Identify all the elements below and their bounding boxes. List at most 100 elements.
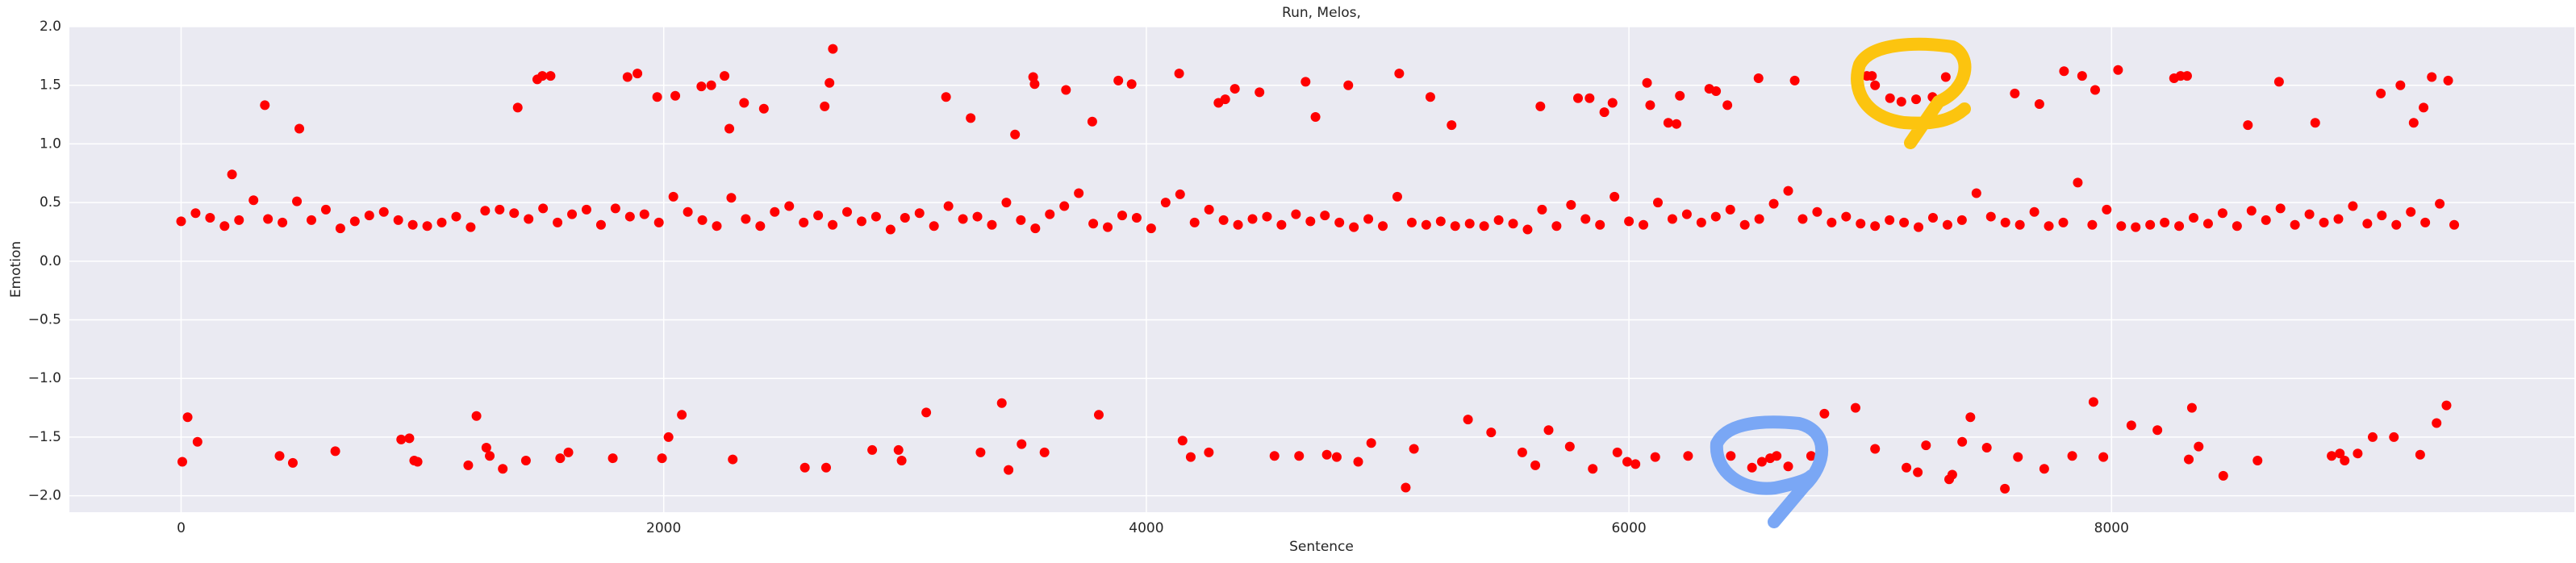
point xyxy=(900,213,910,223)
point xyxy=(966,113,976,123)
point xyxy=(512,102,523,113)
y-tick-label: −2.0 xyxy=(28,488,61,504)
point xyxy=(1726,451,1736,461)
point xyxy=(2013,452,2023,462)
point xyxy=(1639,219,1649,230)
point xyxy=(1985,211,1996,222)
point xyxy=(192,436,202,447)
point xyxy=(1486,427,1497,438)
point xyxy=(1126,79,1137,90)
point xyxy=(2098,452,2109,462)
yellow-annotation xyxy=(1851,37,1972,149)
point xyxy=(1276,219,1287,230)
point xyxy=(1117,211,1127,221)
point xyxy=(663,432,674,442)
point xyxy=(1806,451,1816,461)
point xyxy=(683,206,693,217)
point xyxy=(2261,215,2271,225)
point xyxy=(2113,65,2123,75)
point xyxy=(696,81,707,92)
point xyxy=(633,69,643,79)
point xyxy=(1409,444,1419,454)
x-tick-label: 6000 xyxy=(1611,520,1646,536)
point xyxy=(1017,439,1027,449)
point xyxy=(1001,198,1012,208)
point xyxy=(2059,66,2069,77)
y-tick-label: −0.5 xyxy=(28,312,61,328)
point xyxy=(1010,129,1021,140)
point xyxy=(2327,451,2337,461)
point xyxy=(1189,217,1200,227)
point xyxy=(404,433,415,444)
point xyxy=(1914,222,1924,232)
point xyxy=(2367,432,2378,442)
point xyxy=(1463,415,1473,425)
point xyxy=(2184,454,2194,465)
point xyxy=(2044,221,2054,231)
point xyxy=(1956,215,1967,225)
point xyxy=(653,217,664,227)
x-tick-label: 8000 xyxy=(2094,520,2129,536)
point xyxy=(1768,198,1779,209)
point xyxy=(545,71,556,81)
point xyxy=(330,446,340,457)
point xyxy=(828,219,838,230)
point xyxy=(820,462,831,473)
point xyxy=(2290,219,2300,230)
point xyxy=(1004,465,1014,475)
point xyxy=(1059,201,1070,211)
point xyxy=(622,72,633,82)
point xyxy=(485,451,495,461)
point xyxy=(2186,402,2197,413)
point xyxy=(2415,449,2425,460)
point xyxy=(2441,400,2452,411)
point xyxy=(996,398,1007,408)
point xyxy=(720,71,730,81)
point xyxy=(1710,211,1721,222)
point xyxy=(1294,451,1305,461)
point xyxy=(1564,441,1575,452)
point xyxy=(227,169,237,180)
point xyxy=(278,217,288,227)
point xyxy=(1783,461,1793,472)
point xyxy=(260,100,270,111)
point xyxy=(263,214,273,224)
point xyxy=(1131,213,1142,223)
point xyxy=(1754,214,1764,224)
x-tick-label: 0 xyxy=(177,520,186,536)
point xyxy=(2391,219,2402,230)
point xyxy=(2174,221,2185,231)
point xyxy=(1566,200,1576,211)
point xyxy=(2243,120,2253,131)
point xyxy=(1722,100,1733,111)
point xyxy=(941,92,951,102)
point xyxy=(1672,119,1682,129)
point xyxy=(466,222,476,232)
point xyxy=(1711,85,1722,96)
point xyxy=(2353,448,2363,459)
point xyxy=(728,454,738,465)
point xyxy=(1301,77,1311,87)
point xyxy=(2067,451,2077,461)
point xyxy=(1349,222,1359,232)
point xyxy=(480,206,491,216)
point xyxy=(378,206,389,217)
point xyxy=(555,453,566,464)
point xyxy=(307,215,317,225)
point xyxy=(1174,69,1184,79)
y-axis-label: Emotion xyxy=(8,241,24,298)
point xyxy=(2202,219,2213,229)
point xyxy=(1204,447,1214,457)
point xyxy=(893,444,904,455)
point xyxy=(657,453,667,464)
point xyxy=(2389,432,2399,442)
point xyxy=(1812,206,1822,217)
point xyxy=(724,123,735,134)
point xyxy=(1039,447,1050,457)
point xyxy=(177,457,187,467)
point xyxy=(1797,214,1808,224)
point xyxy=(1016,215,1026,225)
point xyxy=(1650,452,1660,462)
